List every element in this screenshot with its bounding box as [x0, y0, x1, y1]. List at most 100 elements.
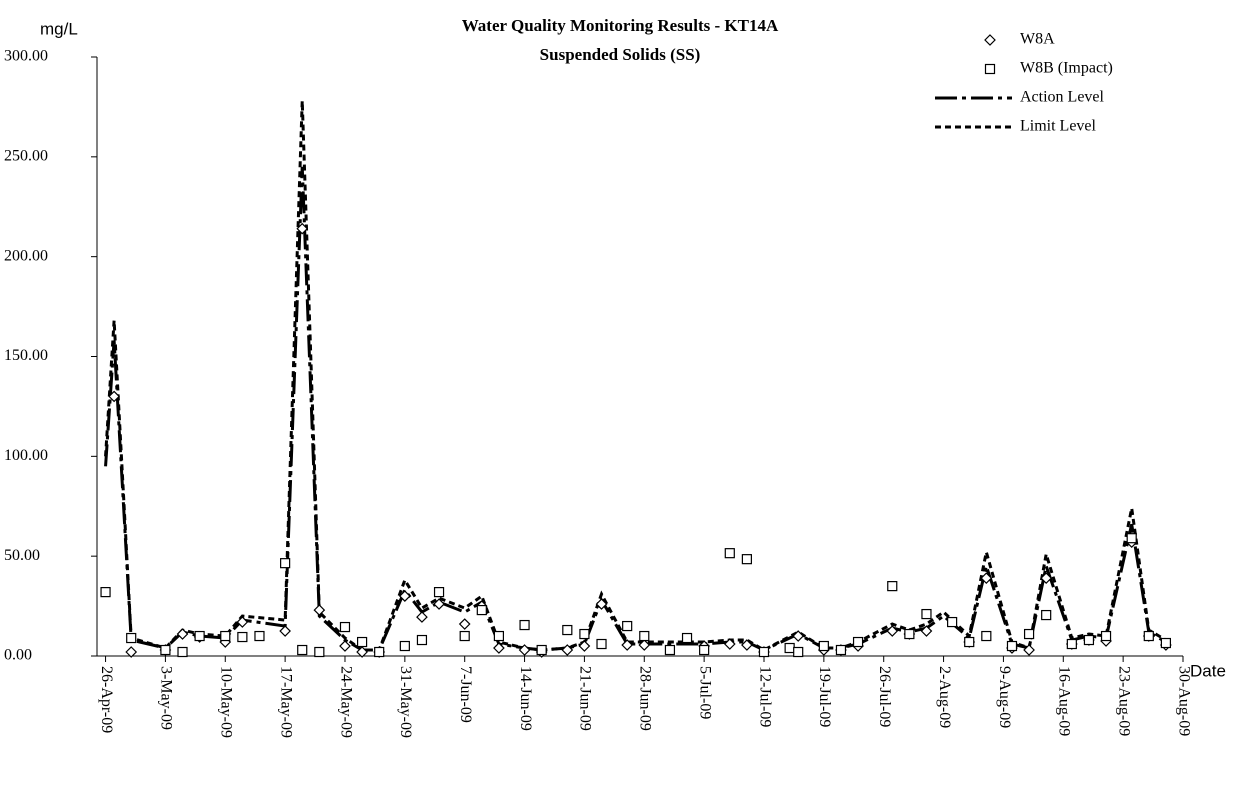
data-point	[296, 222, 309, 235]
data-point	[314, 646, 325, 658]
data-point	[398, 590, 411, 602]
data-point	[220, 630, 231, 642]
data-point	[622, 620, 633, 632]
y-tick-label: 100.00	[4, 447, 48, 464]
x-tick-label: 21-Jun-09	[577, 666, 594, 731]
data-point	[125, 646, 138, 658]
data-point	[561, 644, 574, 656]
data-point	[1023, 628, 1035, 640]
data-point	[279, 625, 291, 637]
data-point	[904, 628, 915, 640]
data-point	[374, 646, 385, 658]
data-point	[758, 646, 770, 658]
data-point	[596, 638, 607, 650]
data-point	[1083, 634, 1095, 646]
data-point	[399, 640, 410, 652]
x-tick-label: 5-Jul-09	[696, 666, 713, 719]
data-point	[1160, 637, 1171, 649]
x-tick-label: 28-Jun-09	[637, 666, 654, 731]
data-point	[621, 639, 634, 651]
legend-marker	[984, 34, 996, 46]
x-tick-label: 26-Jul-09	[876, 666, 893, 727]
data-point	[578, 640, 591, 652]
data-point	[536, 644, 547, 656]
data-point	[459, 630, 470, 642]
data-point	[237, 631, 248, 643]
data-point	[921, 608, 932, 620]
data-point	[493, 630, 505, 642]
data-point	[160, 644, 171, 656]
data-point	[741, 554, 752, 565]
x-tick-label: 23-Aug-09	[1115, 666, 1132, 736]
data-point	[699, 644, 710, 656]
x-tick-label: 9-Aug-09	[996, 666, 1013, 728]
x-tick-label: 2-Aug-09	[936, 666, 953, 728]
data-point	[639, 630, 650, 642]
data-point	[920, 625, 933, 637]
data-point	[852, 636, 864, 648]
y-axis-label: mg/L	[40, 19, 78, 38]
x-tick-label: 30-Aug-09	[1175, 666, 1192, 736]
data-point	[887, 581, 898, 592]
data-point	[126, 632, 137, 644]
data-point	[886, 625, 899, 637]
y-tick-label: 0.00	[4, 647, 32, 664]
data-point	[356, 636, 368, 648]
x-tick-label: 24-May-09	[337, 666, 354, 738]
data-point	[1041, 609, 1052, 621]
data-point	[818, 640, 829, 652]
data-point	[476, 604, 487, 616]
x-tick-label: 3-May-09	[158, 666, 175, 730]
data-point	[1040, 572, 1053, 584]
x-tick-label: 31-May-09	[397, 666, 414, 738]
data-point	[254, 630, 265, 642]
y-tick-label: 250.00	[4, 148, 48, 165]
data-point	[981, 630, 992, 642]
series-line	[104, 166, 1167, 652]
legend-label: W8A	[1020, 31, 1055, 48]
data-point	[723, 638, 736, 650]
data-point	[433, 598, 445, 610]
data-point	[664, 644, 676, 656]
data-point	[793, 646, 804, 658]
x-tick-label: 17-May-09	[277, 666, 294, 738]
data-point	[964, 636, 975, 648]
data-point	[1006, 640, 1018, 652]
data-point	[493, 642, 505, 654]
x-axis-label: Date	[1190, 661, 1226, 680]
data-point	[416, 611, 428, 623]
y-tick-label: 200.00	[4, 247, 48, 264]
data-point	[433, 587, 445, 598]
x-tick-label: 16-Aug-09	[1056, 666, 1073, 736]
x-tick-label: 10-May-09	[218, 666, 235, 738]
data-point	[100, 587, 111, 598]
chart-subtitle: Suspended Solids (SS)	[540, 45, 701, 64]
legend-label: Limit Level	[1020, 118, 1097, 135]
x-tick-label: 26-Apr-09	[98, 666, 115, 733]
data-point	[947, 616, 958, 628]
data-point	[339, 621, 351, 633]
data-point	[194, 630, 205, 642]
y-tick-label: 300.00	[4, 48, 48, 65]
data-point	[177, 646, 188, 658]
data-point	[416, 634, 428, 646]
data-point	[784, 642, 795, 654]
data-point	[108, 390, 120, 403]
legend-marker	[984, 63, 996, 75]
data-point	[579, 628, 590, 640]
series-line	[104, 100, 1167, 652]
y-tick-label: 50.00	[4, 547, 40, 564]
data-point	[741, 639, 753, 651]
legend-label: W8B (Impact)	[1020, 60, 1113, 77]
data-point	[313, 604, 326, 616]
data-point	[297, 644, 308, 656]
data-point	[176, 628, 189, 640]
data-point	[1126, 533, 1137, 544]
data-point	[595, 598, 608, 610]
data-point	[236, 616, 249, 628]
data-point	[458, 618, 471, 630]
legend-label: Action Level	[1020, 89, 1105, 106]
data-point	[638, 639, 651, 651]
data-point	[356, 646, 368, 658]
